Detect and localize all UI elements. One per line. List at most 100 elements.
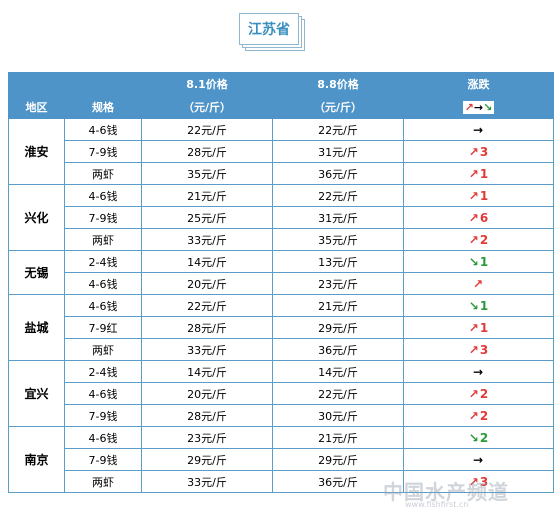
up-arrow-icon: ↗ [468,232,479,247]
table-row: 4-6钱 20元/斤 22元/斤 ↗ 2 [9,382,554,405]
header-date2: 8.8价格 [272,72,404,96]
title-badge: 江苏省 [239,13,305,51]
change-indicator: ↗ 2 [469,233,488,247]
change-amount: 3 [479,144,489,159]
change-amount: 1 [479,188,489,203]
change-amount: 2 [479,408,489,423]
price-aug8-cell: 36元/斤 [272,470,404,493]
page-title: 江苏省 [239,13,299,45]
header-row-1: 地区 规格 8.1价格 8.8价格 涨跌 [8,72,554,119]
table-row: 7-9钱 28元/斤 30元/斤 ↗ 2 [9,404,554,427]
change-legend: ↗ → ↘ [462,101,495,114]
change-indicator: ↗ 6 [469,211,488,225]
table-row: 两虾 33元/斤 35元/斤 ↗ 2 [9,228,554,251]
spec-cell: 两虾 [64,338,142,361]
spec-cell: 7-9钱 [64,448,142,471]
spec-cell: 4-6钱 [64,118,142,141]
change-indicator: ↗ 1 [469,167,488,181]
down-arrow-icon: ↘ [468,430,479,445]
price-aug1-cell: 23元/斤 [141,426,273,449]
spec-cell: 4-6钱 [64,272,142,295]
table-row: 7-9红 28元/斤 29元/斤 ↗ 1 [9,316,554,339]
table-row: 7-9钱 25元/斤 31元/斤 ↗ 6 [9,206,554,229]
price-aug8-cell: 31元/斤 [272,140,404,163]
down-arrow-icon: ↘ [468,298,479,313]
price-aug8-cell: 22元/斤 [272,184,404,207]
change-cell: ↗ 2 [403,404,554,427]
header-date1: 8.1价格 [141,72,273,96]
change-indicator: → [473,123,484,137]
price-aug1-cell: 29元/斤 [141,448,273,471]
change-cell: ↘ 1 [403,250,554,273]
flat-arrow-icon: → [472,364,484,379]
change-amount: 2 [479,386,489,401]
up-arrow-icon: ↗ [468,386,479,401]
price-aug8-cell: 21元/斤 [272,294,404,317]
change-indicator: ↗ 1 [469,189,488,203]
spec-cell: 7-9钱 [64,206,142,229]
spec-cell: 7-9钱 [64,140,142,163]
change-amount: 3 [479,474,489,489]
change-cell: ↘ 1 [403,294,554,317]
change-indicator: ↗ 3 [469,145,488,159]
price-aug1-cell: 28元/斤 [141,404,273,427]
region-name: 兴化 [8,184,65,251]
price-aug1-cell: 33元/斤 [141,338,273,361]
change-cell: ↗ 2 [403,228,554,251]
spec-cell: 两虾 [64,228,142,251]
up-arrow-icon: ↗ [464,101,474,114]
price-aug8-cell: 30元/斤 [272,404,404,427]
change-amount: 1 [479,320,489,335]
down-arrow-icon: ↘ [468,254,479,269]
change-cell: ↗ 1 [403,162,554,185]
change-amount: 1 [479,166,489,181]
price-aug1-cell: 14元/斤 [141,250,273,273]
price-aug8-cell: 31元/斤 [272,206,404,229]
price-aug1-cell: 35元/斤 [141,162,273,185]
up-arrow-icon: ↗ [468,342,479,357]
price-aug8-cell: 36元/斤 [272,338,404,361]
change-cell: ↗ 3 [403,470,554,493]
table-row: 南京 4-6钱 23元/斤 21元/斤 ↘ 2 [8,426,554,493]
change-cell: ↗ 1 [403,184,554,207]
price-aug1-cell: 14元/斤 [141,360,273,383]
up-arrow-icon: ↗ [468,408,479,423]
spec-cell: 4-6钱 [64,382,142,405]
change-cell: ↗ 3 [403,338,554,361]
header-change-legend: ↗ → ↘ [403,95,554,119]
table-body: 淮安 4-6钱 22元/斤 22元/斤 → 7-9钱 28元/斤 31元/斤 ↗ 3 两虾 35元/斤… [8,118,554,493]
region-name: 南京 [8,426,65,493]
header-date2-unit: （元/斤） [272,95,404,119]
change-indicator: ↗ 2 [469,409,488,423]
price-aug8-cell: 29元/斤 [272,316,404,339]
flat-arrow-icon: → [472,122,484,137]
region-name: 宜兴 [8,360,65,427]
change-indicator: ↗ 2 [469,387,488,401]
table-row: 两虾 33元/斤 36元/斤 ↗ 3 [9,338,554,361]
price-aug8-cell: 35元/斤 [272,228,404,251]
price-aug8-cell: 21元/斤 [272,426,404,449]
table-row: 兴化 4-6钱 21元/斤 22元/斤 ↗ 1 [8,184,554,251]
flat-arrow-icon: → [472,452,484,467]
change-indicator: ↗ 3 [469,343,488,357]
table-row: 盐城 4-6钱 22元/斤 21元/斤 ↘ 1 [8,294,554,361]
region-name: 淮安 [8,118,65,185]
change-indicator: → [473,453,484,467]
price-aug1-cell: 25元/斤 [141,206,273,229]
table-row: 4-6钱 20元/斤 23元/斤 ↗ [9,272,554,295]
price-aug1-cell: 20元/斤 [141,382,273,405]
price-aug1-cell: 28元/斤 [141,140,273,163]
spec-cell: 4-6钱 [64,426,142,449]
price-aug8-cell: 29元/斤 [272,448,404,471]
price-aug8-cell: 14元/斤 [272,360,404,383]
change-indicator: ↘ 1 [469,255,488,269]
spec-cell: 两虾 [64,162,142,185]
change-cell: → [403,448,554,471]
change-amount: 3 [479,342,489,357]
price-aug1-cell: 33元/斤 [141,470,273,493]
change-amount: 2 [479,430,489,445]
up-arrow-icon: ↗ [468,210,479,225]
change-indicator: ↘ 2 [469,431,488,445]
header-spec: 规格 [64,72,142,119]
header-change: 涨跌 [403,72,554,96]
